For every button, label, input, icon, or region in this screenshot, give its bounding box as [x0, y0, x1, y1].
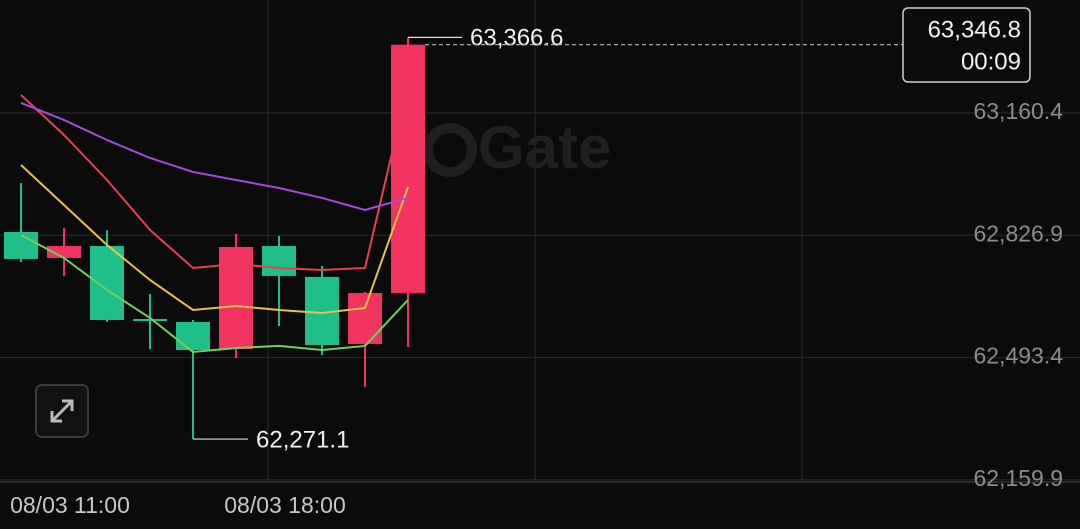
candle-body — [4, 231, 38, 259]
watermark-logo — [423, 123, 477, 177]
y-tick-label: 62,493.4 — [973, 343, 1063, 369]
candle-body — [47, 245, 81, 258]
expand-button[interactable] — [35, 384, 89, 438]
max-label: 63,366.6 — [470, 25, 563, 52]
candle-body — [348, 292, 382, 344]
y-tick-label: 62,159.9 — [973, 465, 1063, 491]
ma-line — [20, 234, 409, 353]
ma-line — [20, 164, 409, 314]
candle-body — [391, 44, 425, 293]
ma-line — [20, 102, 409, 212]
y-tick-label: 62,826.9 — [973, 220, 1063, 246]
expand-icon[interactable] — [50, 399, 74, 423]
ma-line — [20, 84, 409, 271]
y-tick-label: 63,160.4 — [973, 98, 1063, 124]
candle-body — [90, 245, 124, 320]
candle-body — [262, 245, 296, 276]
last-price-box — [902, 7, 1031, 83]
countdown-label: 00:09 — [961, 48, 1021, 75]
candle-body — [219, 246, 253, 349]
x-tick-label: 08/03 18:00 — [224, 492, 346, 518]
y-tick-label: 63,493.9 — [973, 0, 1063, 2]
candle-body — [176, 321, 210, 351]
candle-body — [133, 318, 167, 321]
watermark-text: Gate — [478, 114, 611, 181]
min-label: 62,271.1 — [256, 426, 349, 453]
watermark: Gate — [423, 114, 611, 181]
last-price-label: 63,346.8 — [928, 16, 1021, 43]
x-tick-label: 08/03 11:00 — [10, 492, 130, 518]
